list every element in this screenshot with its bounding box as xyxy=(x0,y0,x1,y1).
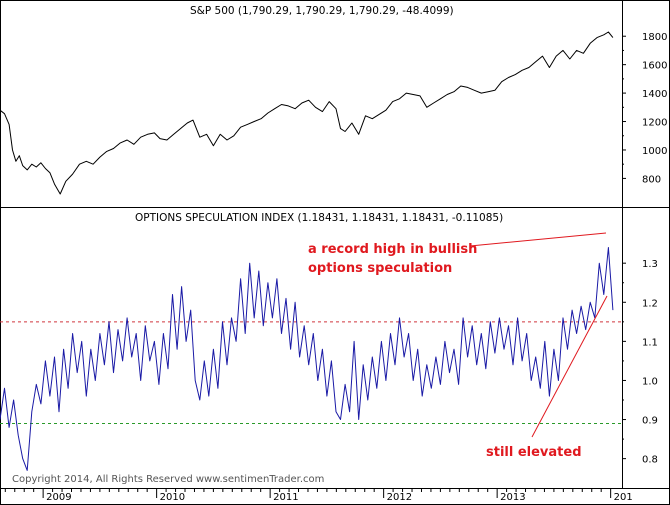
osi-series xyxy=(0,247,614,471)
osi-y-ticks: 0.8 0.9 1.0 1.1 1.2 1.3 xyxy=(622,259,658,466)
annotation-arrow-record xyxy=(469,232,607,247)
xtick-label: 2009 xyxy=(46,492,71,503)
x-axis-ticks: 2009 2010 2011 2012 2013 201 xyxy=(4,488,633,503)
osi-ytick-label: 1.3 xyxy=(642,259,658,270)
annotation-record-line1: a record high in bullish xyxy=(308,242,477,257)
sp500-ytick-label: 1200 xyxy=(642,118,667,129)
xtick-label: 2011 xyxy=(273,492,298,503)
sp500-ytick-label: 1800 xyxy=(642,32,667,43)
osi-title: OPTIONS SPECULATION INDEX (1.18431, 1.18… xyxy=(135,212,503,224)
osi-ytick-label: 1.2 xyxy=(642,298,658,309)
sp500-series-line xyxy=(0,31,614,195)
sp500-title: S&P 500 (1,790.29, 1,790.29, 1,790.29, -… xyxy=(190,5,454,17)
osi-ytick-label: 0.9 xyxy=(642,416,658,427)
osi-ytick-label: 1.0 xyxy=(642,376,658,387)
annotation-record-line2: options speculation xyxy=(308,261,452,276)
sp500-ytick-label: 800 xyxy=(642,174,661,185)
annotation-still-elevated: still elevated xyxy=(486,445,582,460)
sp500-y-ticks: 800 1000 1200 1400 1600 1800 xyxy=(622,32,667,185)
sp500-ytick-label: 1000 xyxy=(642,146,667,157)
sp500-ytick-label: 1400 xyxy=(642,89,667,100)
osi-series-line xyxy=(0,247,614,471)
osi-ytick-label: 0.8 xyxy=(642,455,658,466)
xtick-label: 201 xyxy=(614,492,633,503)
sp500-series xyxy=(0,31,614,195)
xtick-label: 2012 xyxy=(387,492,412,503)
reference-lines xyxy=(0,321,622,424)
copyright-text: Copyright 2014, All Rights Reserved www.… xyxy=(12,474,324,485)
annotation-arrow-elevated xyxy=(531,295,608,438)
xtick-label: 2013 xyxy=(500,492,525,503)
osi-ytick-label: 1.1 xyxy=(642,337,658,348)
sp500-ytick-label: 1600 xyxy=(642,61,667,72)
xtick-label: 2010 xyxy=(160,492,185,503)
